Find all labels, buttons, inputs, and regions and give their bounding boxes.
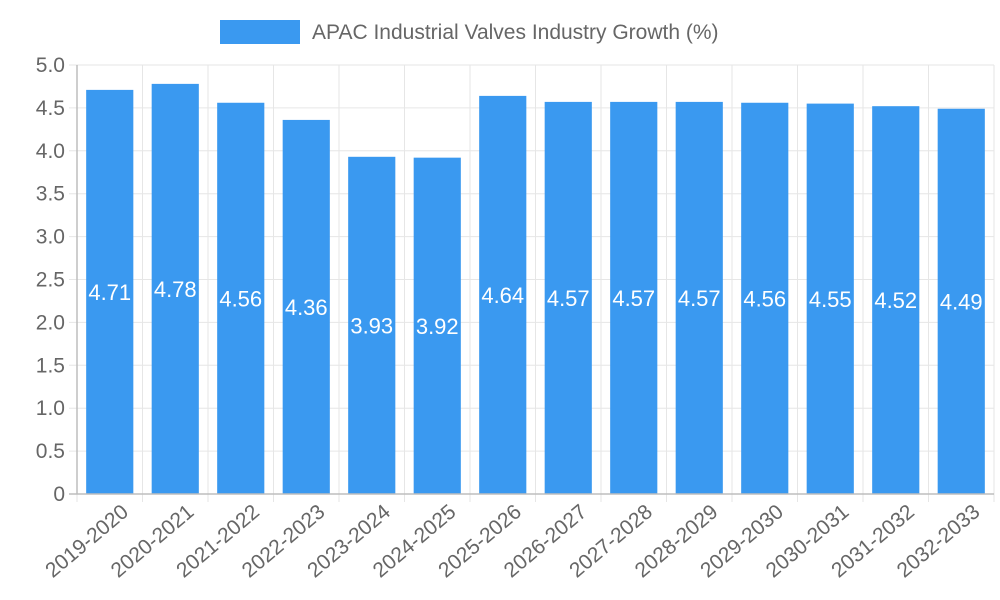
legend-swatch [220, 20, 300, 44]
y-tick-label: 3.0 [36, 226, 65, 249]
y-tick-label: 1.0 [36, 397, 65, 420]
bar-2020-2021[interactable] [151, 83, 199, 494]
value-label: 4.49 [940, 289, 983, 314]
y-tick-label: 5.0 [36, 54, 65, 77]
y-axis-ticks: 0 0.5 1.0 1.5 2.0 2.5 3.0 3.5 4.0 4.5 5.0 [36, 54, 65, 506]
value-label: 4.64 [481, 283, 524, 308]
bar-2031-2032[interactable] [872, 106, 920, 495]
bar-2024-2025[interactable] [413, 157, 461, 494]
value-label: 3.93 [350, 313, 393, 338]
bar-2028-2029[interactable] [675, 101, 723, 495]
value-label: 4.56 [219, 286, 262, 311]
bar-2027-2028[interactable] [610, 101, 658, 495]
y-tick-label: 4.0 [36, 140, 65, 163]
value-label: 4.78 [154, 277, 197, 302]
value-label: 4.57 [612, 286, 655, 311]
axes [69, 65, 994, 495]
value-label: 4.71 [88, 280, 131, 305]
legend[interactable]: APAC Industrial Valves Industry Growth (… [220, 20, 719, 44]
bar-2022-2023[interactable] [282, 119, 330, 495]
y-tick-label: 0.5 [36, 440, 65, 463]
legend-label: APAC Industrial Valves Industry Growth (… [312, 21, 719, 44]
y-tick-label: 1.5 [36, 354, 65, 377]
bar-2023-2024[interactable] [348, 156, 396, 494]
value-label: 4.55 [809, 287, 852, 312]
value-label: 4.56 [743, 286, 786, 311]
bars [86, 83, 985, 495]
bar-2032-2033[interactable] [937, 108, 985, 495]
x-axis-ticks: 2019-20202020-20212021-20222022-20232023… [41, 500, 984, 582]
y-tick-label: 2.5 [36, 269, 65, 292]
gridlines [69, 64, 995, 502]
value-label: 4.57 [678, 286, 721, 311]
value-label: 4.57 [547, 286, 590, 311]
value-label: 4.36 [285, 295, 328, 320]
y-tick-label: 3.5 [36, 183, 65, 206]
bar-2030-2031[interactable] [806, 103, 854, 495]
value-label: 4.52 [874, 288, 917, 313]
y-tick-label: 2.0 [36, 311, 65, 334]
value-label: 3.92 [416, 314, 459, 339]
bar-2019-2020[interactable] [86, 89, 134, 494]
bar-2025-2026[interactable] [479, 95, 527, 494]
value-labels: 4.71 4.78 4.56 4.36 3.93 3.92 4.64 4.57 4.57 4.57… [88, 277, 982, 339]
bar-2026-2027[interactable] [544, 101, 592, 495]
y-tick-label: 0 [53, 483, 65, 506]
bar-2021-2022[interactable] [217, 102, 265, 494]
bar-2029-2030[interactable] [741, 102, 789, 494]
y-tick-label: 4.5 [36, 97, 65, 120]
